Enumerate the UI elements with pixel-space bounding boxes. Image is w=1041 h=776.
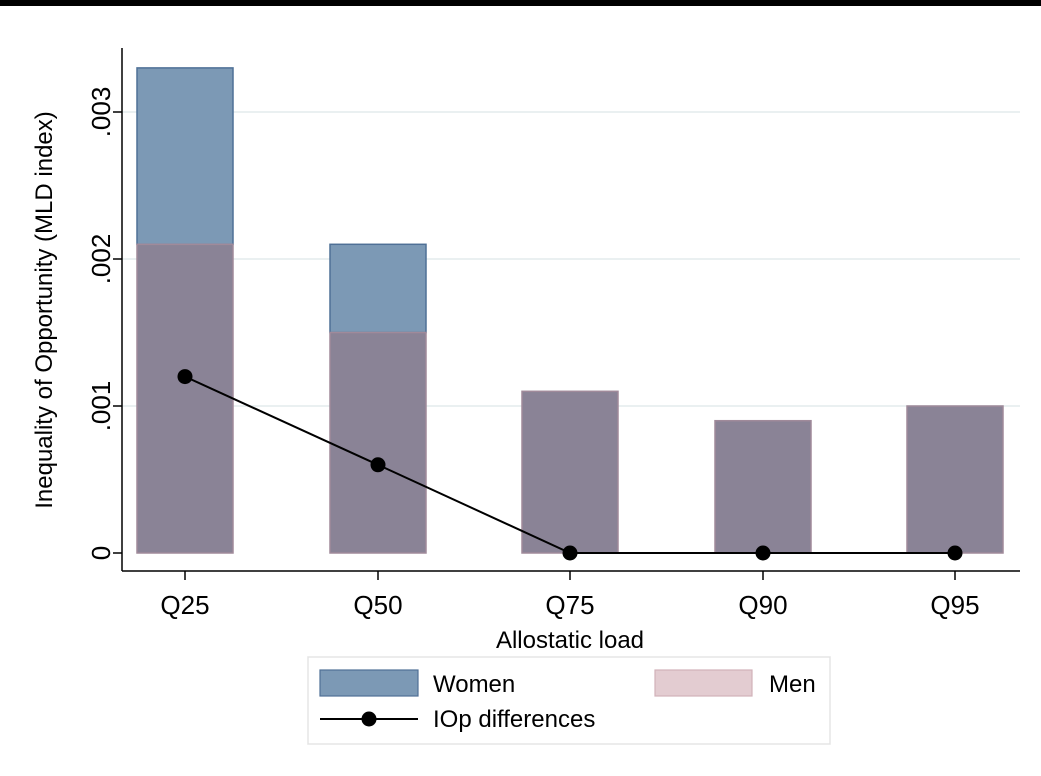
x-tick-label: Q50 bbox=[353, 590, 402, 620]
grid-lines bbox=[122, 111, 1020, 407]
iop-point bbox=[370, 457, 386, 473]
legend-label-women: Women bbox=[433, 671, 515, 698]
iop-point bbox=[755, 545, 771, 561]
axes bbox=[113, 48, 1020, 580]
x-tick-label: Q25 bbox=[160, 590, 209, 620]
top-rule bbox=[0, 0, 1041, 6]
legend-swatch-men bbox=[654, 669, 753, 697]
x-tick-label: Q75 bbox=[545, 590, 594, 620]
iop-point bbox=[947, 545, 963, 561]
x-tick-label: Q90 bbox=[738, 590, 787, 620]
bar-women bbox=[329, 243, 427, 334]
bar-women bbox=[136, 67, 234, 246]
bar-overlap bbox=[714, 419, 812, 554]
x-tick-label: Q95 bbox=[930, 590, 979, 620]
bar-overlap bbox=[329, 331, 427, 554]
iop-line bbox=[177, 369, 963, 561]
bar-overlap bbox=[136, 243, 234, 554]
y-tick-label: .002 bbox=[86, 234, 116, 285]
y-tick-label: 0 bbox=[86, 546, 116, 560]
legend-swatch-women bbox=[319, 669, 419, 697]
legend-marker-iop bbox=[361, 711, 377, 727]
x-axis-title: Allostatic load bbox=[496, 627, 644, 654]
bar-overlap bbox=[906, 405, 1004, 554]
y-tick-label: .003 bbox=[86, 87, 116, 138]
y-axis-title: Inequality of Opportunity (MLD index) bbox=[31, 111, 58, 509]
bars bbox=[136, 67, 1004, 554]
y-tick-label: .001 bbox=[86, 381, 116, 432]
iop-point bbox=[177, 369, 193, 385]
iop-point bbox=[562, 545, 578, 561]
legend-label-men: Men bbox=[769, 671, 816, 698]
legend-label-iop: IOp differences bbox=[433, 706, 595, 733]
bar-overlap bbox=[521, 390, 619, 554]
